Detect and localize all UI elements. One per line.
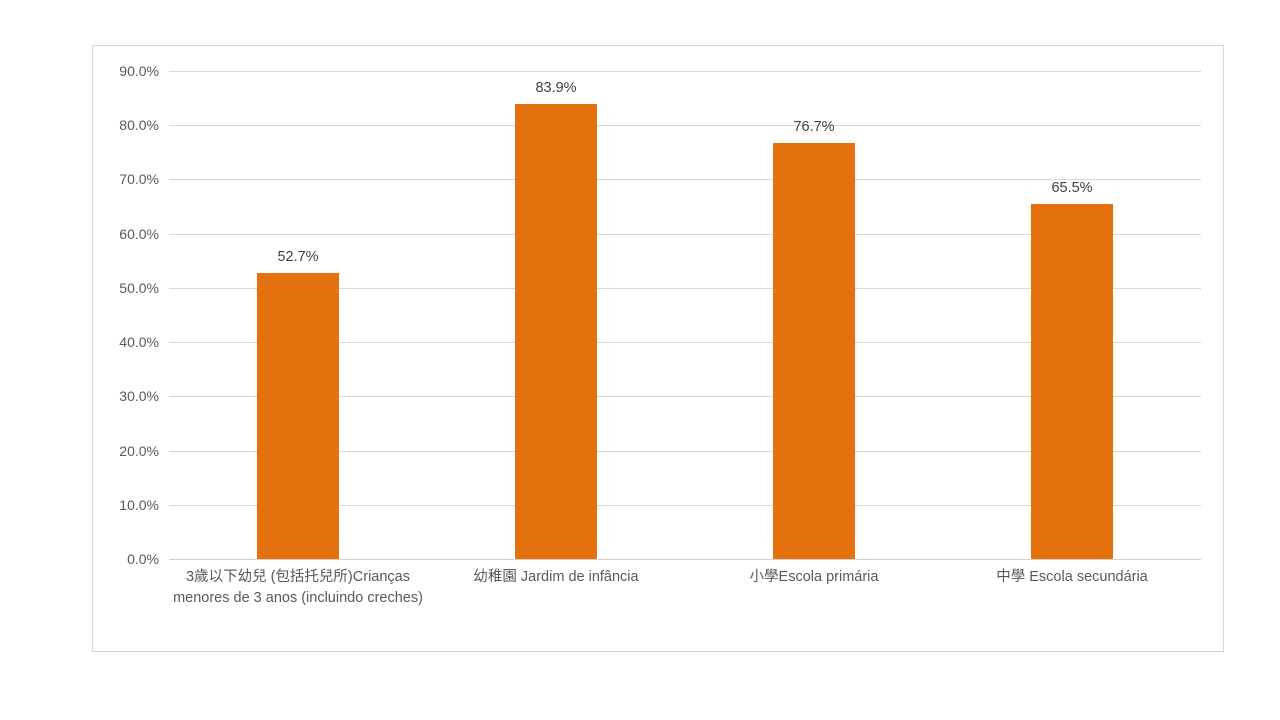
y-tick-label: 70.0% bbox=[119, 171, 159, 188]
data-label: 65.5% bbox=[1051, 179, 1093, 196]
y-tick-label: 80.0% bbox=[119, 117, 159, 134]
x-category-label: 小學Escola primária bbox=[749, 569, 879, 585]
gridline bbox=[169, 287, 1201, 289]
bar-3 bbox=[773, 143, 855, 559]
x-category-label: 幼稚園 Jardim de infância bbox=[473, 569, 639, 585]
bar-1 bbox=[257, 273, 339, 559]
y-tick-label: 40.0% bbox=[119, 334, 159, 351]
y-tick-label: 30.0% bbox=[119, 388, 159, 405]
y-tick-label: 0.0% bbox=[127, 551, 159, 567]
x-category-label: 3歲以下幼兒 (包括托兒所)Crianças menores de 3 anos… bbox=[173, 569, 423, 606]
x-category-label: 中學 Escola secundária bbox=[996, 569, 1148, 585]
gridline bbox=[169, 233, 1201, 235]
data-label: 52.7% bbox=[277, 249, 319, 266]
y-tick-label: 10.0% bbox=[119, 496, 159, 513]
gridline bbox=[169, 504, 1201, 506]
gridline bbox=[169, 125, 1201, 127]
y-tick-label: 20.0% bbox=[119, 442, 159, 459]
y-tick-label: 90.0% bbox=[119, 63, 159, 79]
y-tick-label: 60.0% bbox=[119, 225, 159, 242]
plot-area: 52.7% 83.9% 76.7% 65.5% bbox=[169, 71, 1201, 560]
data-label: 76.7% bbox=[793, 119, 835, 136]
gridline bbox=[169, 342, 1201, 344]
bar-2 bbox=[515, 104, 597, 559]
gridline bbox=[169, 396, 1201, 398]
chart-frame: 52.7% 83.9% 76.7% 65.5% 0.0% 10.0% 20.0% 30.0%… bbox=[92, 45, 1224, 652]
gridline bbox=[169, 450, 1201, 452]
y-tick-label: 50.0% bbox=[119, 279, 159, 296]
gridline bbox=[169, 71, 1201, 72]
data-label: 83.9% bbox=[535, 80, 577, 97]
bar-4 bbox=[1031, 203, 1113, 559]
gridline bbox=[169, 179, 1201, 181]
x-axis-line bbox=[169, 559, 1201, 560]
